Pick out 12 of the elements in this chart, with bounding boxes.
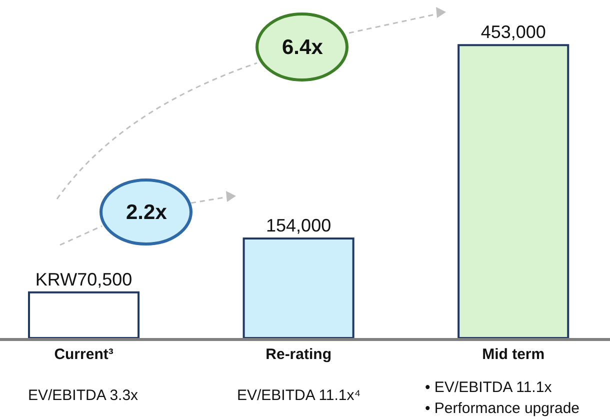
- x-tick-label: Re-rating: [266, 346, 332, 363]
- x-tick-label: Current³: [54, 346, 114, 363]
- data-label: KRW70,500: [35, 269, 132, 290]
- data-label: 453,000: [480, 22, 546, 42]
- text: EV/EBITDA 3.3x: [28, 387, 139, 404]
- annotation: 6.4x: [282, 36, 324, 59]
- text: EV/EBITDA 11.1x⁴: [237, 387, 361, 404]
- x-tick-label: Mid term: [482, 346, 545, 363]
- annotation: 2.2x: [126, 201, 168, 224]
- text: • Performance upgrade: [425, 400, 580, 417]
- text: • EV/EBITDA 11.1x: [425, 379, 552, 396]
- data-label: 154,000: [266, 215, 332, 236]
